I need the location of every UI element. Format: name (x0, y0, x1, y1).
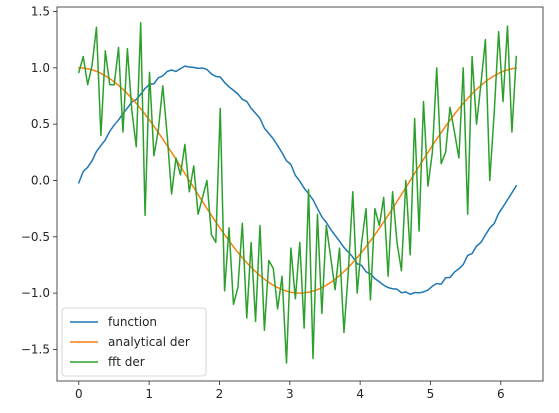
series-line-fft-der (77, 22, 518, 364)
legend-label: analytical der (108, 335, 190, 349)
legend: function analytical der fft der (61, 307, 207, 377)
y-tick-label: −0.5 (21, 230, 50, 244)
legend-box (61, 307, 207, 377)
y-tick-label: 0.0 (31, 173, 50, 187)
x-tick-label: 0 (75, 387, 83, 401)
y-tick-label: −1.5 (21, 342, 50, 356)
x-axis-ticks: 0 1 2 3 4 5 6 (75, 381, 505, 401)
x-tick-label: 2 (216, 387, 224, 401)
legend-label: fft der (108, 355, 145, 369)
x-tick-label: 6 (497, 387, 505, 401)
y-axis-ticks: −1.5 −1.0 −0.5 0.0 0.5 1.0 1.5 (21, 5, 57, 356)
x-tick-label: 5 (427, 387, 435, 401)
y-tick-label: 0.5 (31, 117, 50, 131)
series-line-function (77, 65, 518, 295)
y-tick-label: 1.0 (31, 61, 50, 75)
plot-area: 0 1 2 3 4 5 6 −1.5 −1.0 −0.5 0.0 0.5 1.0 1.5 functio… (21, 5, 544, 401)
axes-frame (56, 6, 544, 382)
x-tick-label: 3 (286, 387, 294, 401)
x-tick-label: 1 (145, 387, 153, 401)
y-tick-label: −1.0 (21, 286, 50, 300)
y-tick-label: 1.5 (31, 5, 50, 19)
series-layer (77, 22, 518, 364)
x-tick-label: 4 (356, 387, 364, 401)
legend-label: function (108, 315, 157, 329)
